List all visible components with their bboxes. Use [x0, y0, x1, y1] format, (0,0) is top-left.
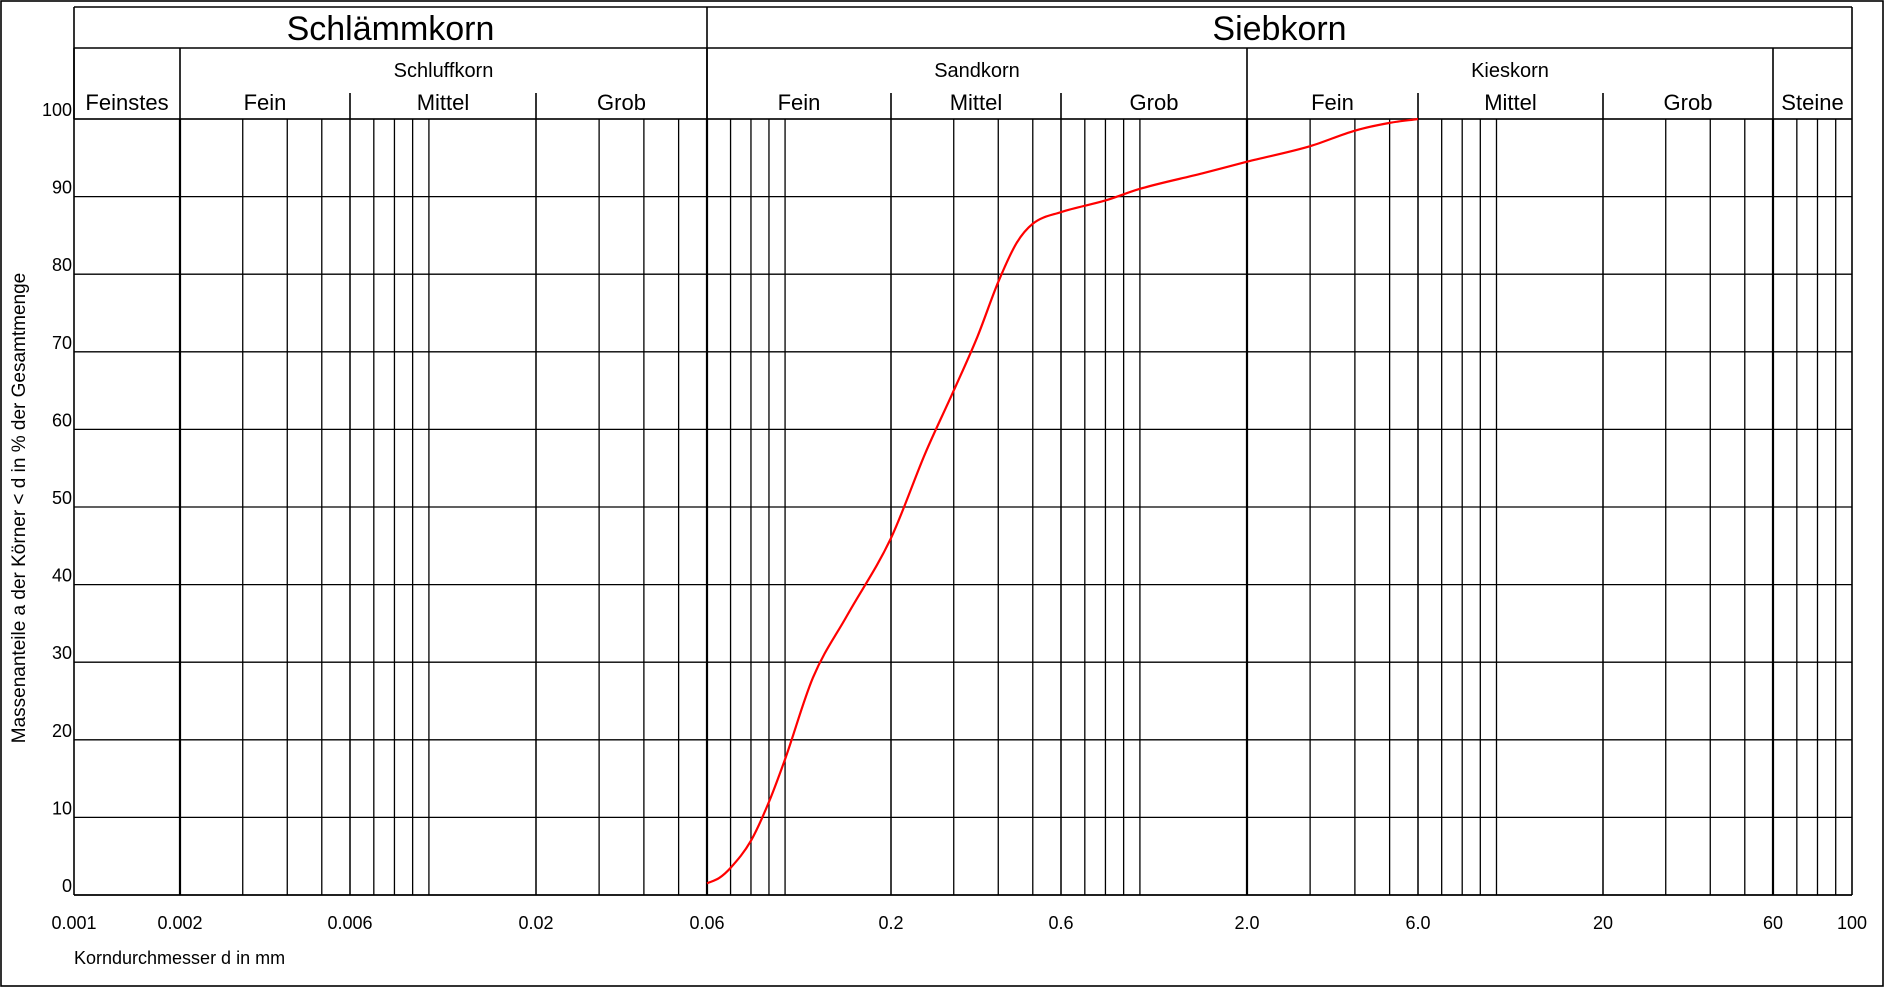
class-label: Schluffkorn [394, 60, 494, 82]
x-tick-label: 60 [1763, 913, 1783, 933]
subclass-label: Fein [1311, 90, 1354, 115]
x-tick-label: 0.2 [878, 913, 903, 933]
y-tick-label: 50 [52, 488, 72, 508]
subclass-label: Mittel [417, 90, 470, 115]
subclass-label: Fein [778, 90, 821, 115]
x-axis-label: Korndurchmesser d in mm [74, 948, 285, 968]
y-tick-label: 80 [52, 255, 72, 275]
class-label: Sandkorn [934, 60, 1020, 82]
y-axis-label: Massenanteile a der Körner < d in % der … [9, 273, 30, 744]
class-label: Kieskorn [1471, 60, 1549, 82]
group-label: Siebkorn [1212, 10, 1346, 48]
subclass-label: Grob [1130, 90, 1179, 115]
y-tick-label: 30 [52, 643, 72, 663]
x-tick-label: 0.6 [1048, 913, 1073, 933]
y-tick-label: 0 [62, 876, 72, 896]
subclass-label: Mittel [1484, 90, 1537, 115]
chart-grid [74, 118, 1852, 896]
x-tick-label: 0.02 [518, 913, 553, 933]
x-tick-label: 2.0 [1234, 913, 1259, 933]
y-tick-label: 70 [52, 333, 72, 353]
y-tick-label: 90 [52, 178, 72, 198]
y-tick-label: 40 [52, 566, 72, 586]
y-tick-label: 100 [42, 100, 72, 120]
x-tick-label: 6.0 [1405, 913, 1430, 933]
subclass-label: Mittel [950, 90, 1003, 115]
x-tick-label: 0.06 [689, 913, 724, 933]
x-tick-label: 20 [1593, 913, 1613, 933]
grading-curve [706, 117, 1419, 885]
x-tick-label: 0.001 [51, 913, 96, 933]
y-tick-label: 10 [52, 798, 72, 818]
grading-curve-layer [706, 117, 1419, 885]
x-tick-label: 0.002 [157, 913, 202, 933]
y-tick-label: 20 [52, 721, 72, 741]
x-tick-label: 0.006 [327, 913, 372, 933]
subclass-label: Grob [597, 90, 646, 115]
class-label: Feinstes [85, 90, 168, 115]
class-label: Steine [1781, 90, 1843, 115]
group-label: Schlämmkorn [287, 10, 495, 48]
subclass-label: Grob [1664, 90, 1713, 115]
x-tick-label: 100 [1837, 913, 1867, 933]
subclass-label: Fein [244, 90, 287, 115]
y-tick-label: 60 [52, 410, 72, 430]
axis-ticks: 0 10 20 30 40 50 60 70 80 90 100 0.001 0.002 0.006 0.0… [42, 100, 1867, 933]
